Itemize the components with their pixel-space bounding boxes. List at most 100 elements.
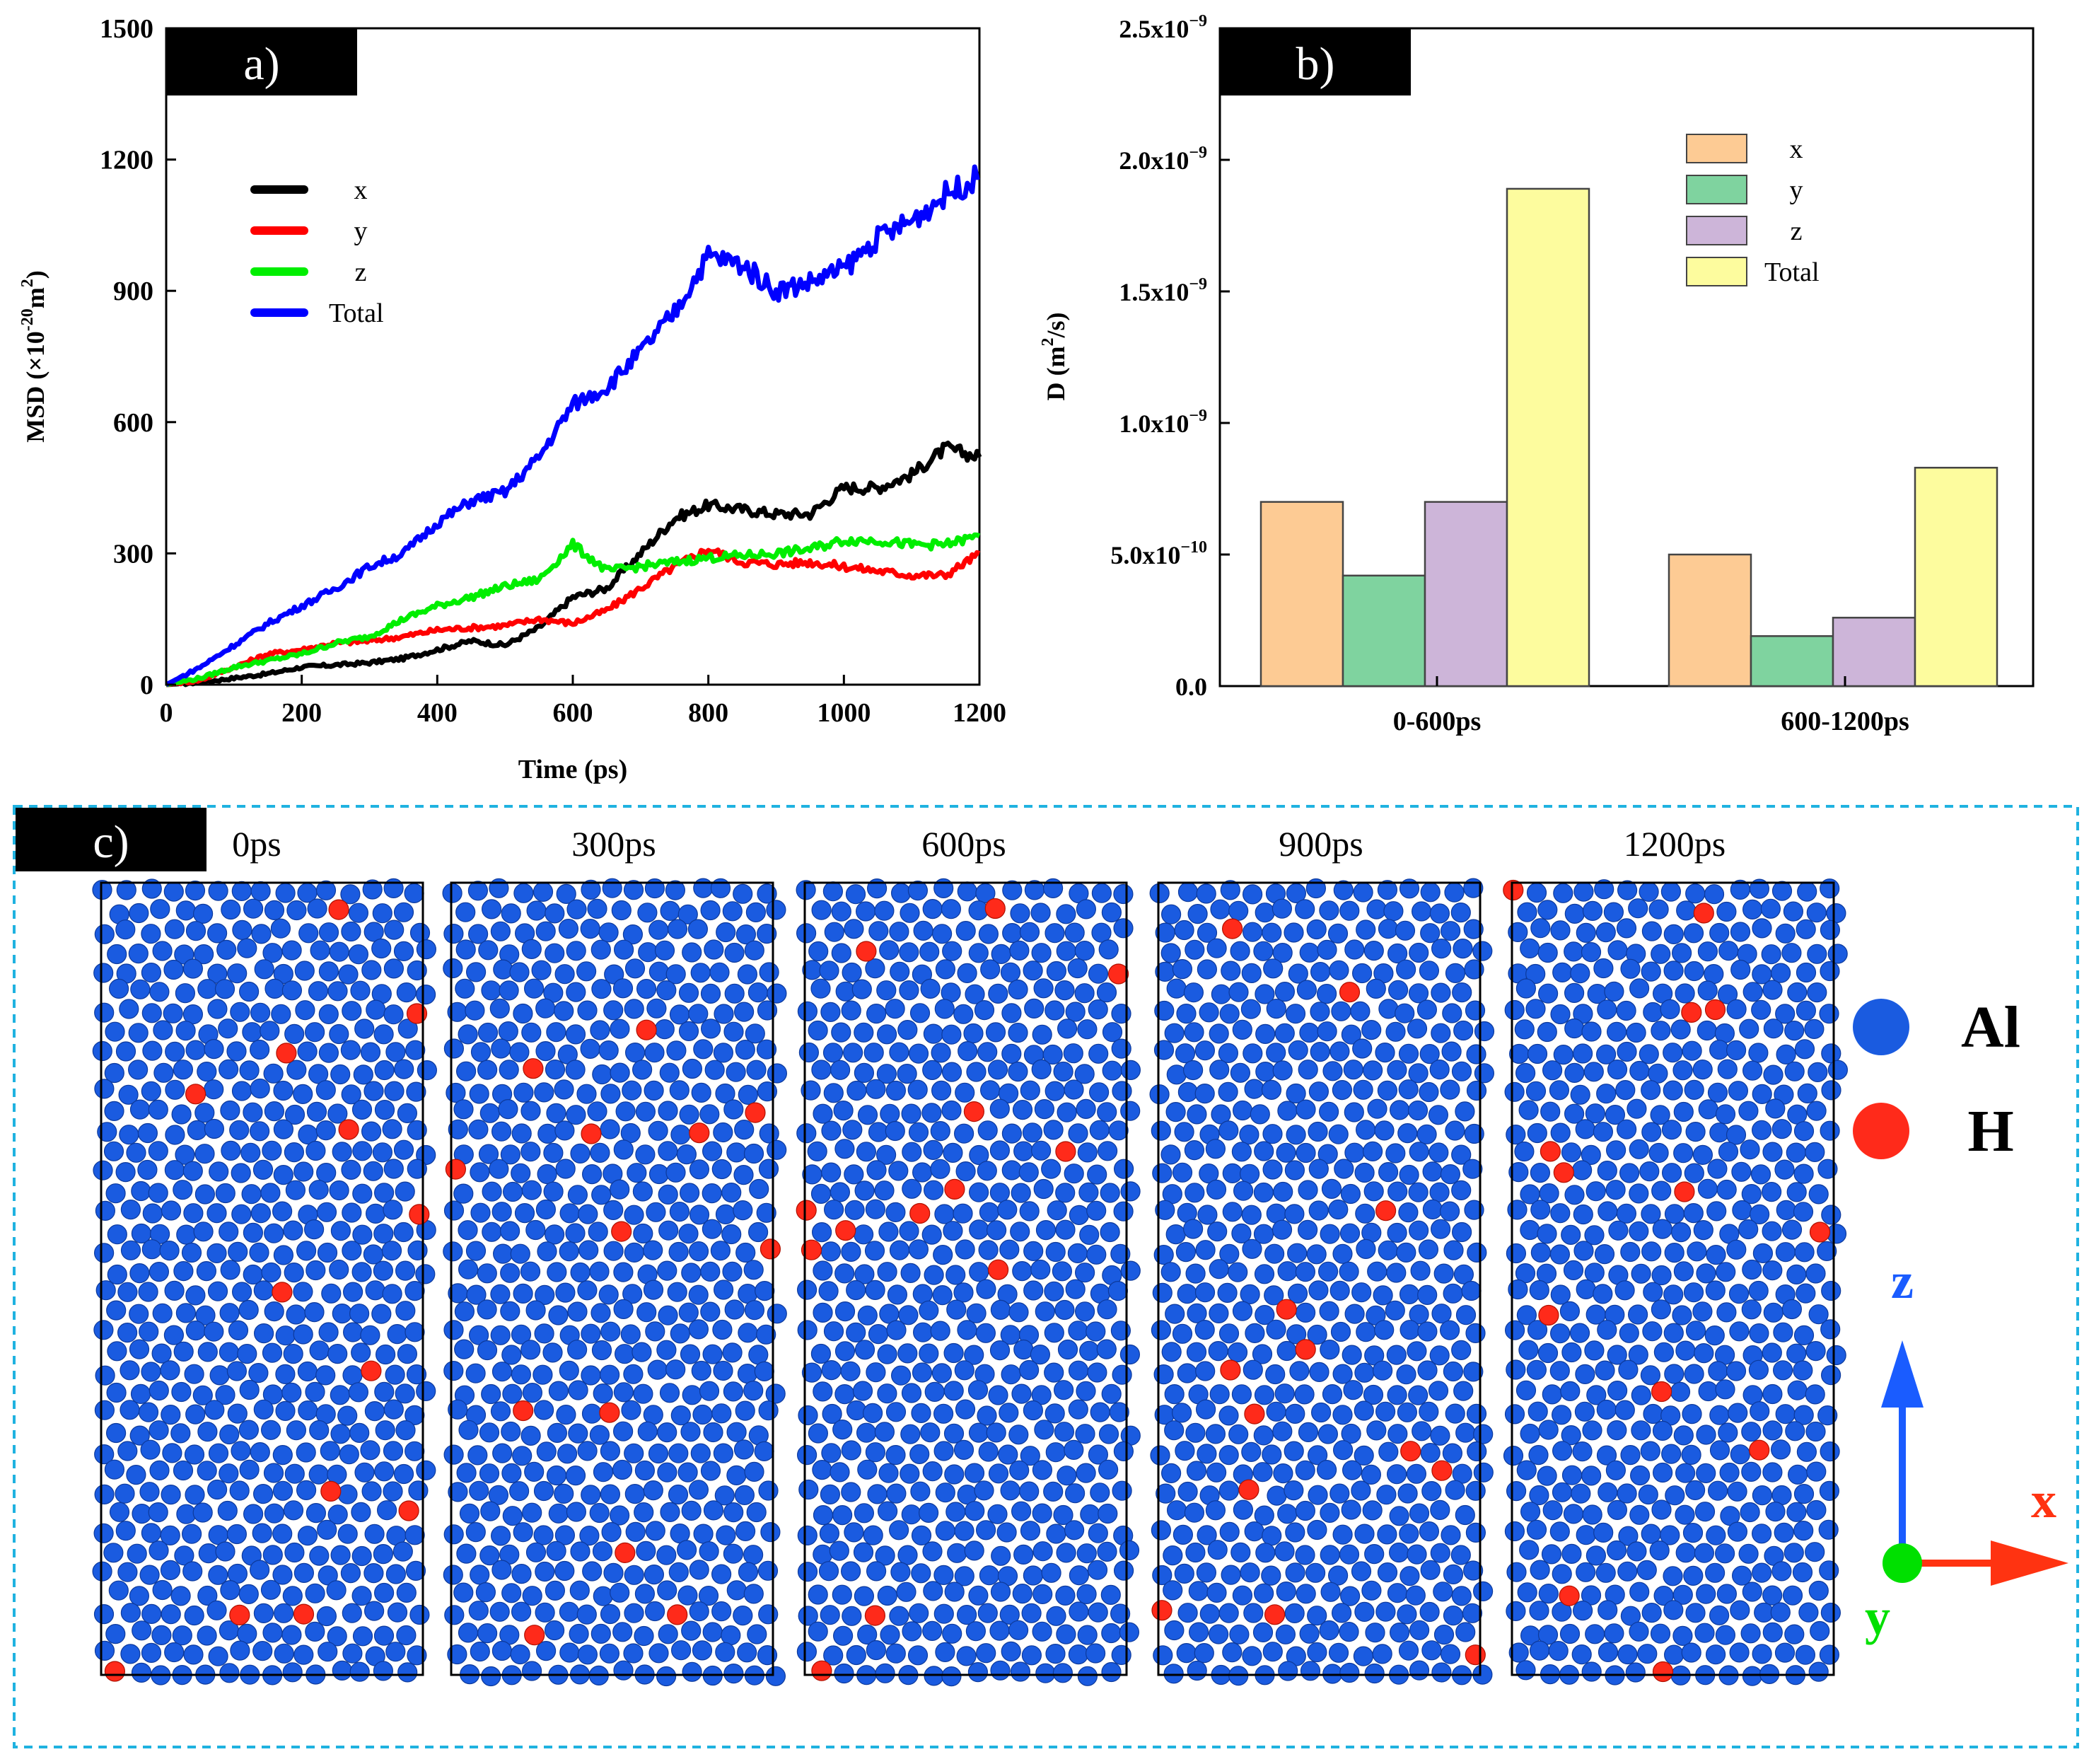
al-atom (264, 1301, 284, 1322)
al-atom (1571, 1644, 1592, 1665)
al-atom (392, 1541, 413, 1562)
al-atom (206, 1243, 227, 1264)
al-atom (1002, 880, 1023, 900)
al-atom (307, 898, 327, 919)
al-atom (813, 1381, 833, 1402)
al-atom (1299, 1022, 1320, 1043)
al-atom (1786, 1343, 1807, 1364)
al-atom (733, 1002, 755, 1022)
al-atom (747, 1624, 767, 1644)
al-atom (877, 1344, 897, 1364)
h-atom (293, 1603, 315, 1625)
al-atom (658, 1184, 678, 1205)
al-atom (163, 1003, 183, 1023)
al-atom (361, 960, 382, 980)
bar-y-0-600ps (1342, 574, 1426, 687)
al-atom (470, 1162, 490, 1183)
al-atom (581, 1403, 603, 1424)
al-atom (568, 1380, 588, 1400)
al-atom (1344, 1102, 1364, 1122)
al-atom (1788, 1464, 1808, 1485)
a-ytick-label: 0 (140, 671, 153, 700)
al-atom (566, 899, 587, 919)
al-atom (834, 1663, 854, 1684)
al-atom (682, 1661, 702, 1682)
al-atom (1154, 1000, 1175, 1021)
al-atom (1098, 939, 1119, 960)
al-atom (668, 1484, 689, 1505)
al-atom (1586, 1385, 1607, 1405)
al-atom (854, 1586, 875, 1606)
al-atom (1396, 1364, 1416, 1385)
al-atom (1339, 1261, 1359, 1282)
al-atom (521, 939, 542, 960)
al-atom (1100, 1222, 1120, 1243)
al-atom (1339, 1622, 1359, 1642)
al-atom (284, 1262, 304, 1283)
al-atom (416, 939, 437, 960)
al-atom (1552, 962, 1573, 983)
al-atom (1651, 1265, 1672, 1286)
al-atom (458, 1623, 479, 1643)
al-atom (689, 1159, 710, 1180)
al-atom (481, 1666, 501, 1687)
al-atom (341, 1159, 361, 1180)
al-atom (1373, 1285, 1393, 1306)
al-atom (554, 1525, 576, 1545)
al-atom (756, 1324, 776, 1345)
al-atom (953, 1282, 974, 1303)
al-atom (1055, 1183, 1076, 1203)
al-atom (1030, 903, 1051, 923)
al-atom (1241, 1441, 1262, 1462)
al-atom (499, 1060, 519, 1080)
al-atom (1343, 1380, 1363, 1400)
al-atom (489, 1159, 509, 1179)
al-atom (1098, 1459, 1119, 1480)
a-xtick-label: 400 (417, 698, 458, 728)
al-atom (1709, 922, 1730, 944)
al-atom (455, 978, 475, 999)
al-atom (977, 1161, 997, 1181)
al-atom (1536, 1263, 1557, 1284)
al-atom (1023, 1565, 1044, 1586)
al-atom (1474, 1063, 1494, 1084)
al-atom (570, 1541, 590, 1562)
al-atom (1295, 1500, 1316, 1521)
al-atom (1244, 1521, 1264, 1542)
al-atom (845, 884, 866, 905)
al-atom (239, 1060, 260, 1081)
al-atom (275, 1325, 296, 1346)
al-atom (1261, 1079, 1282, 1101)
al-atom (1177, 1603, 1198, 1623)
al-atom (142, 1040, 163, 1061)
al-atom (520, 1261, 541, 1282)
h-atom (801, 1239, 822, 1260)
al-atom (330, 1424, 351, 1444)
al-atom (500, 1263, 520, 1283)
al-atom (305, 1621, 325, 1642)
al-atom (1684, 1079, 1704, 1101)
al-atom (318, 1043, 339, 1063)
a-legend-label-x: x (354, 175, 368, 205)
al-atom (1807, 982, 1827, 1003)
al-atom (1821, 1080, 1841, 1101)
al-atom (253, 1280, 274, 1301)
al-atom (593, 1586, 613, 1606)
al-atom (164, 1642, 185, 1663)
al-atom (351, 1502, 371, 1522)
al-atom (579, 1526, 600, 1546)
al-atom (841, 1000, 861, 1021)
al-atom (1708, 1480, 1728, 1501)
al-atom (164, 1280, 185, 1301)
al-atom (1042, 878, 1064, 899)
al-atom (187, 1120, 207, 1141)
al-atom (171, 1381, 192, 1403)
al-atom (106, 1382, 127, 1403)
al-atom (1046, 1524, 1066, 1544)
al-atom (1284, 1204, 1305, 1224)
al-atom (332, 1660, 352, 1681)
al-atom (1776, 1200, 1796, 1221)
al-atom (923, 1139, 943, 1161)
al-atom (1810, 1620, 1830, 1642)
al-atom (1113, 883, 1134, 905)
